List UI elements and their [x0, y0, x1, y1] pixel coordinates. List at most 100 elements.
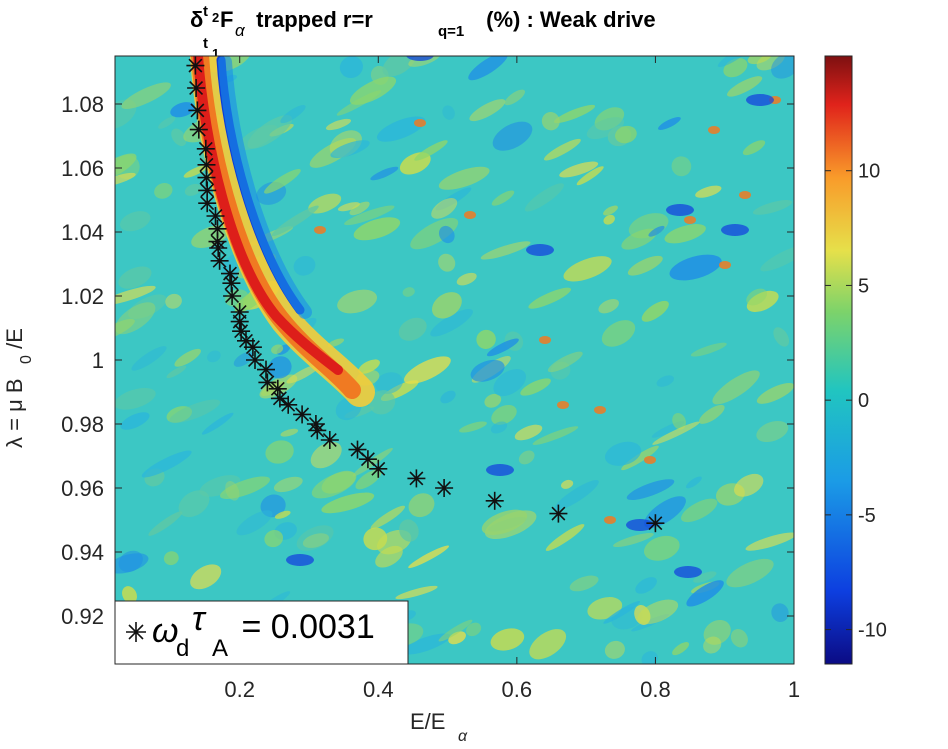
- texture-blob: [233, 351, 254, 367]
- texture-blob: [486, 338, 519, 357]
- texture-blob: [408, 493, 435, 518]
- texture-blob: [643, 535, 680, 561]
- texture-hotspot: [594, 406, 606, 414]
- legend-tau: τ: [192, 600, 207, 638]
- texture-blob: [626, 479, 675, 501]
- texture-blob: [310, 441, 342, 469]
- texture-blob: [339, 56, 363, 79]
- texture-blob: [349, 201, 370, 216]
- chart-title: δ t 2 t 1 F α trapped r=r q=1 (%) : Weak…: [190, 3, 656, 61]
- texture-blob: [358, 359, 380, 374]
- texture-blob: [128, 294, 167, 319]
- texture-blob: [641, 300, 669, 322]
- texture-hotspot: [557, 401, 569, 409]
- legend-star-icon: [126, 622, 146, 642]
- texture-blob: [726, 558, 774, 588]
- resonance-marker: [187, 79, 206, 97]
- texture-blob: [369, 390, 396, 415]
- texture-blob: [404, 356, 451, 384]
- texture-blob: [491, 404, 517, 425]
- texture-blob: [120, 412, 150, 430]
- texture-blob: [627, 255, 663, 276]
- texture-blob: [268, 356, 292, 379]
- texture-blob: [771, 603, 789, 623]
- title-f: F: [220, 7, 233, 32]
- texture-blob: [376, 116, 426, 142]
- texture-blob: [603, 601, 641, 624]
- texture-blob: [456, 272, 477, 286]
- texture-hotspot: [644, 456, 656, 464]
- resonance-marker: [198, 194, 217, 213]
- y-label-sub: 0: [18, 355, 35, 364]
- resonance-marker: [320, 431, 339, 449]
- legend-box: [114, 600, 409, 665]
- texture-blob: [695, 185, 722, 198]
- x-axis: 0.2 0.4 0.6 0.8 1: [224, 56, 800, 702]
- texture-blob: [656, 375, 675, 387]
- texture-blob: [756, 420, 789, 443]
- title-sub-sub: 1: [212, 46, 219, 61]
- texture-blob: [518, 450, 535, 465]
- legend-omega: ω: [152, 612, 178, 650]
- texture-blob: [154, 183, 173, 199]
- texture-blob: [296, 525, 334, 551]
- colorbar-tick-label: 10: [858, 161, 880, 183]
- texture-blob: [559, 161, 599, 178]
- texture-blob: [756, 382, 794, 404]
- texture-coldspot: [486, 464, 514, 476]
- texture-blob: [121, 82, 171, 109]
- texture-coldspot: [666, 204, 694, 216]
- texture-blob: [703, 636, 722, 654]
- texture-blob: [264, 530, 284, 548]
- texture-blob: [586, 117, 625, 140]
- texture-blob: [648, 225, 665, 237]
- resonance-marker: [646, 514, 665, 533]
- texture-blob: [166, 365, 187, 379]
- resonance-marker: [258, 373, 277, 392]
- texture-blob: [492, 121, 533, 151]
- texture-blob: [746, 288, 767, 306]
- resonance-marker: [206, 207, 225, 225]
- texture-blob: [293, 255, 316, 276]
- texture-blob: [541, 112, 560, 131]
- texture-blob: [330, 140, 370, 159]
- colorbar-ticks: -10 -5 0 5 10: [825, 161, 887, 642]
- texture-blob: [431, 198, 458, 219]
- texture-blob: [349, 76, 397, 105]
- texture-blob: [440, 390, 456, 404]
- texture-blob: [325, 118, 352, 131]
- y-tick-label: 1.06: [61, 156, 104, 181]
- texture-blob: [435, 187, 472, 211]
- texture-blob: [430, 309, 473, 337]
- texture-blob: [273, 476, 303, 493]
- title-sub: t: [203, 35, 208, 52]
- texture-blob: [672, 413, 686, 430]
- y-tick-label: 1.02: [61, 284, 104, 309]
- texture-blob: [184, 183, 202, 196]
- texture-blob: [576, 166, 604, 186]
- resonance-marker: [196, 139, 215, 158]
- texture-blob: [603, 214, 615, 225]
- texture-blob: [603, 205, 618, 216]
- texture-blob: [337, 289, 378, 314]
- texture-blob: [115, 553, 149, 574]
- texture-blob: [652, 421, 700, 445]
- texture-blob: [664, 224, 706, 244]
- legend-omega-sub: d: [176, 635, 189, 662]
- texture-coldspot: [674, 566, 702, 578]
- texture-blob: [375, 372, 403, 394]
- texture-blob: [120, 211, 151, 232]
- texture-blob: [122, 586, 137, 604]
- texture-blob: [469, 99, 506, 122]
- x-tick-label: 1: [788, 677, 800, 702]
- texture-blob: [476, 329, 496, 349]
- texture-blob: [621, 445, 659, 471]
- texture-blob: [569, 575, 599, 592]
- texture-blob: [271, 344, 284, 354]
- y-tick-label: 0.94: [61, 540, 104, 565]
- resonance-marker: [189, 120, 208, 139]
- texture-blob: [543, 138, 581, 161]
- resonance-marker: [209, 239, 228, 257]
- texture-blob: [247, 115, 293, 149]
- texture-blob: [468, 56, 508, 81]
